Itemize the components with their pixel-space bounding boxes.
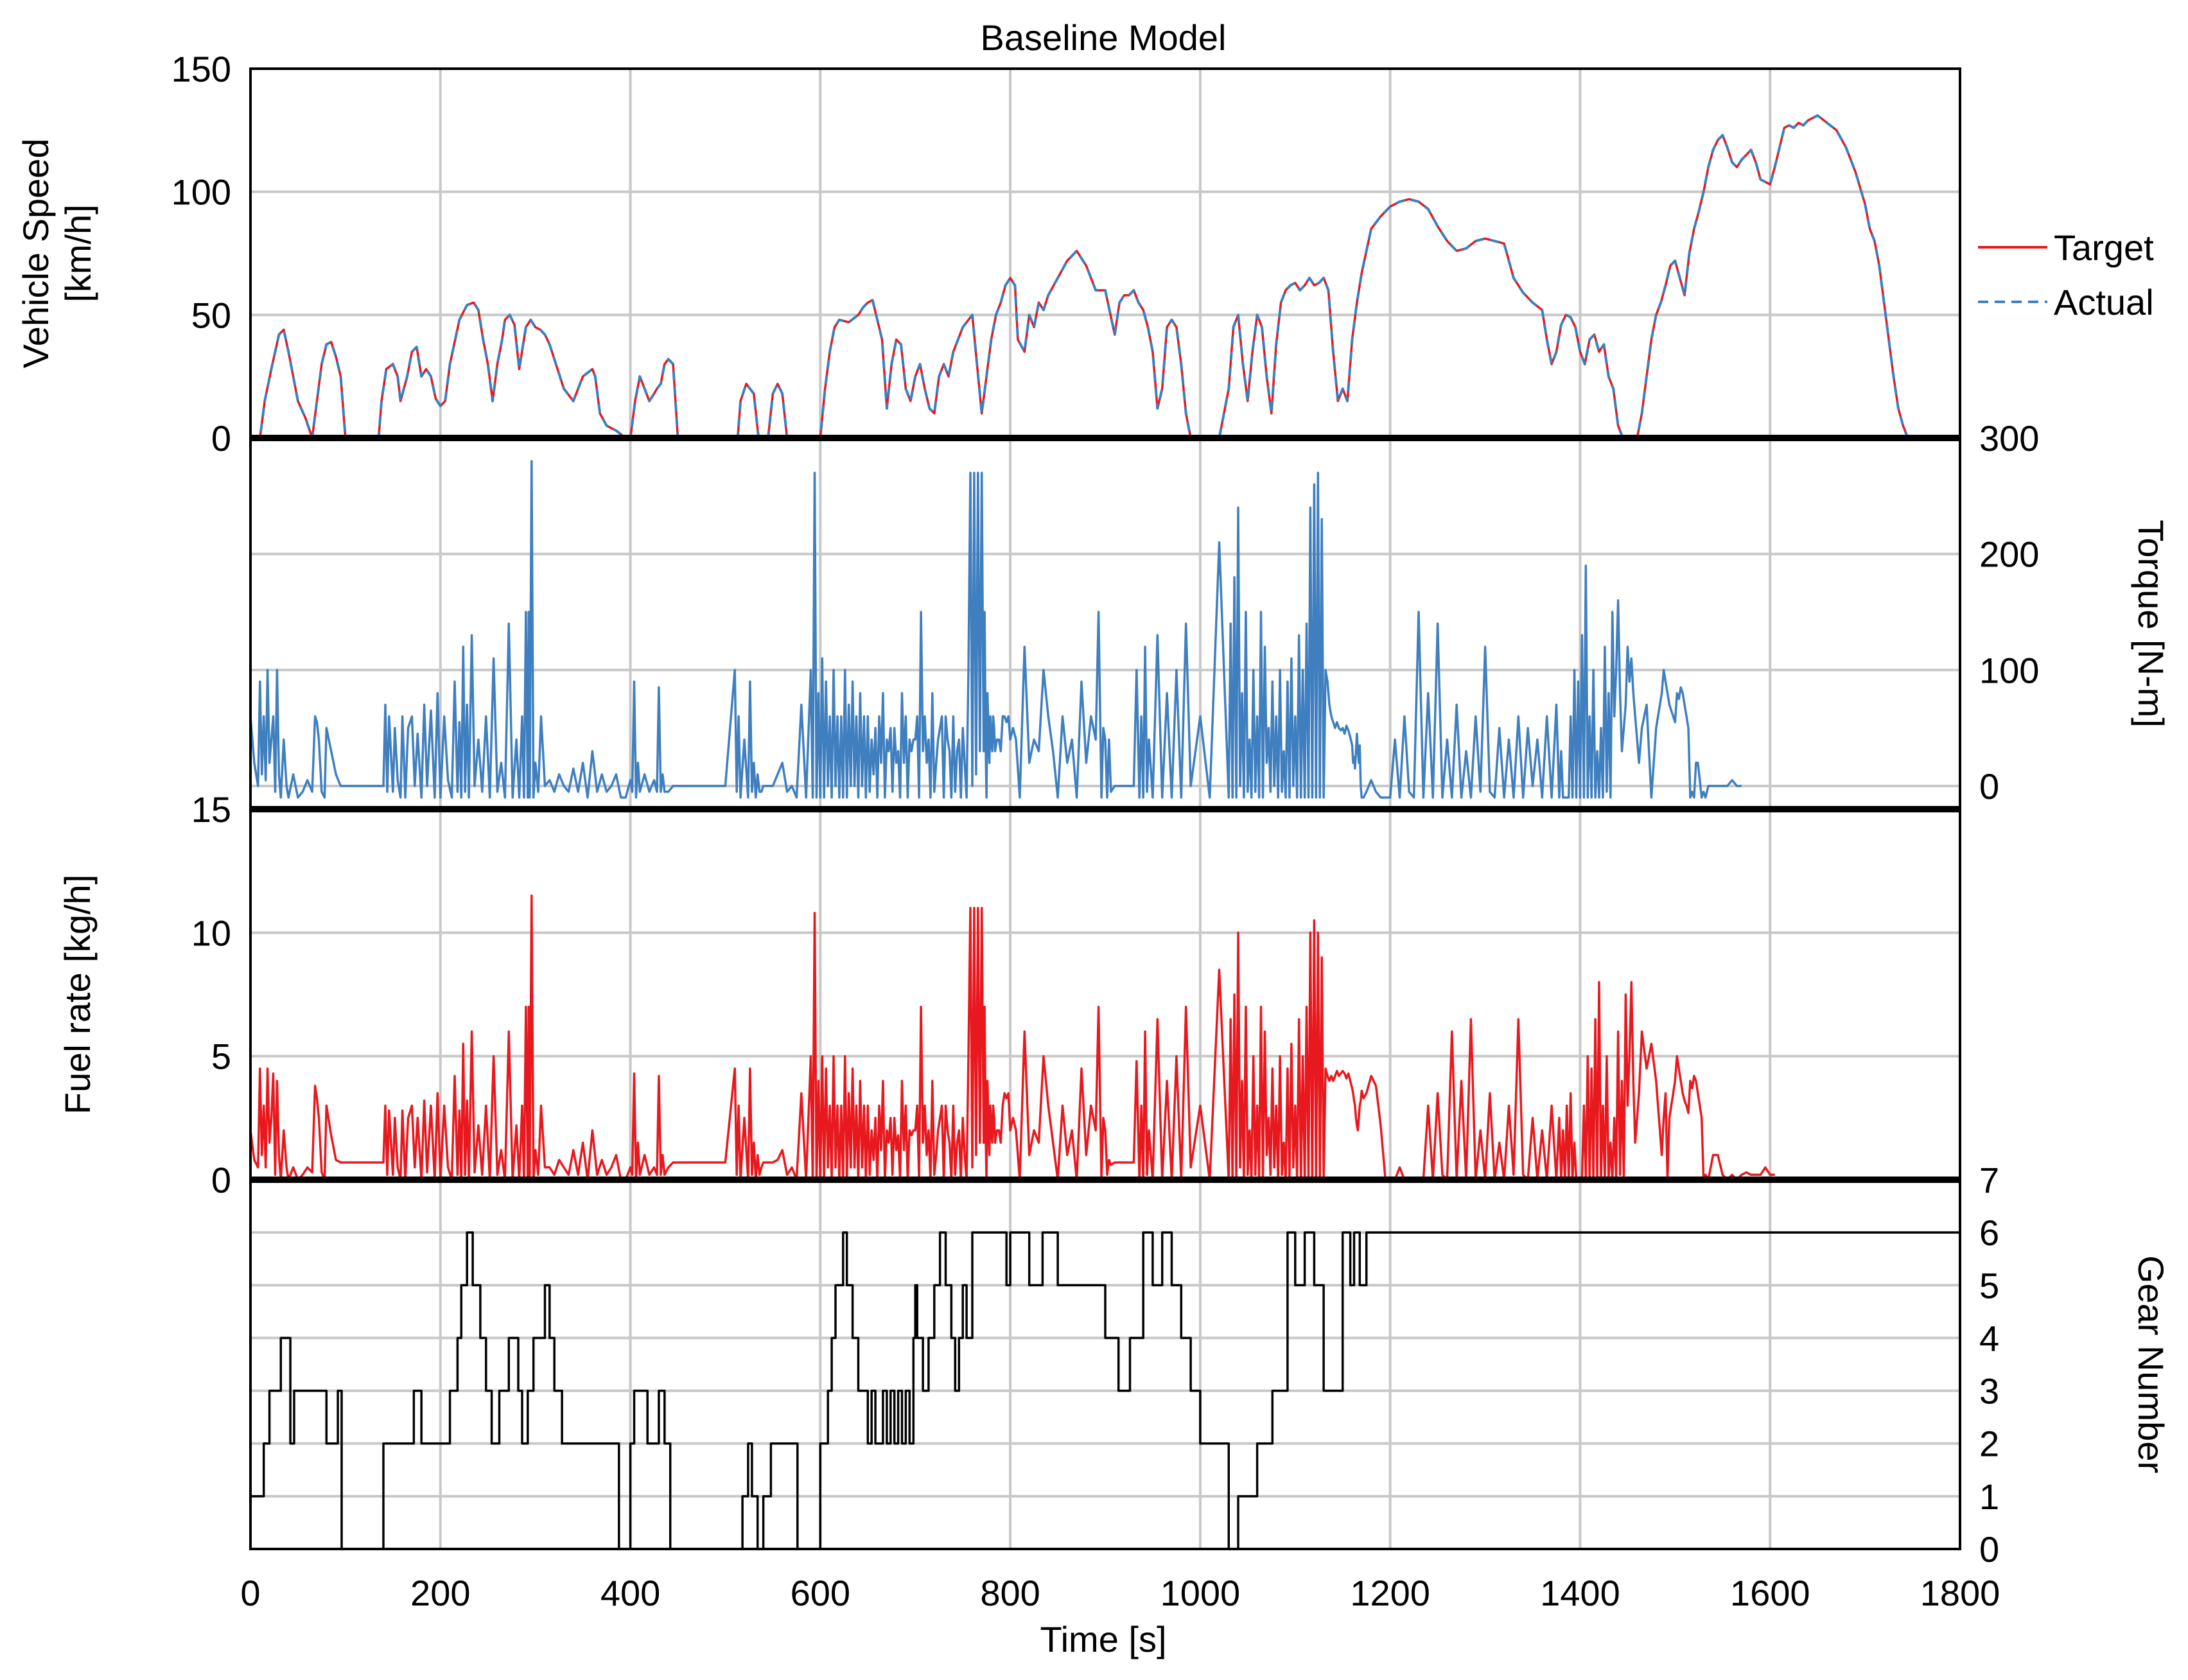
x-tick-label: 400 [600, 1573, 660, 1613]
fuel-y-axis-label: Fuel rate [kg/h] [57, 875, 98, 1115]
frame-layer [249, 67, 1961, 1550]
x-tick-label: 800 [980, 1573, 1040, 1613]
legend-label-actual: Actual [2054, 282, 2154, 322]
x-tick-label: 200 [410, 1573, 470, 1613]
speed-y-axis-label-line: [km/h] [58, 204, 98, 302]
axis-label-layer: Vehicle Speed[km/h] Torque [N-m] Fuel rate… [15, 138, 2171, 1473]
gear-y-tick-label: 0 [1979, 1529, 1999, 1570]
tick-layer: 0 200 400 600 800 1000 1200 1400 1600 18000501001… [171, 49, 2040, 1613]
x-axis-label: Time [s] [1040, 1619, 1166, 1659]
gear-series-line [250, 1231, 1960, 1550]
legend-label-target: Target [2054, 227, 2154, 268]
x-tick-label: 600 [791, 1573, 850, 1613]
gear-y-tick-label: 7 [1979, 1160, 1999, 1200]
gear-y-tick-label: 5 [1979, 1265, 1999, 1306]
speed-y-tick-label: 0 [211, 418, 231, 459]
gear-y-tick-label: 1 [1979, 1476, 1999, 1517]
x-tick-label: 1000 [1160, 1573, 1241, 1613]
gear-y-tick-label: 4 [1979, 1318, 1999, 1358]
x-tick-label: 1200 [1350, 1573, 1430, 1613]
x-tick-label: 1600 [1730, 1573, 1810, 1613]
fuel-series-line [249, 894, 1775, 1181]
torque-y-tick-label: 100 [1979, 650, 2039, 690]
x-tick-label: 1800 [1920, 1573, 2000, 1613]
fuel-y-tick-label: 5 [211, 1037, 231, 1077]
chart-title: Baseline Model [981, 17, 1227, 58]
series-layer [249, 114, 1960, 1550]
speed-y-axis-label-line: Vehicle Speed [15, 138, 56, 368]
fuel-y-tick-label: 10 [191, 913, 231, 953]
x-tick-label: 1400 [1540, 1573, 1620, 1613]
speed-y-tick-label: 150 [171, 49, 231, 89]
gear-y-axis-label: Gear Number [2131, 1256, 2171, 1473]
gear-y-tick-label: 3 [1979, 1371, 1999, 1412]
legend: Target Actual [1978, 227, 2154, 322]
gear-y-tick-label: 2 [1979, 1424, 1999, 1464]
torque-y-axis-label: Torque [N-m] [2131, 520, 2171, 728]
torque-y-tick-label: 200 [1979, 534, 2039, 575]
torque-y-tick-label: 300 [1979, 418, 2039, 459]
fuel-y-tick-label: 15 [191, 789, 231, 830]
fuel-y-tick-label: 0 [211, 1160, 231, 1200]
speed-series-target [250, 114, 1909, 439]
speed-y-tick-label: 100 [171, 172, 231, 213]
torque-y-tick-label: 0 [1979, 766, 1999, 807]
speed-y-tick-label: 50 [191, 295, 231, 335]
gear-y-tick-label: 6 [1979, 1212, 1999, 1253]
speed-series-actual [250, 114, 1909, 439]
speed-y-axis-label: Vehicle Speed[km/h] [15, 138, 98, 368]
x-tick-label: 0 [240, 1573, 260, 1613]
torque-series-line [249, 460, 1742, 799]
